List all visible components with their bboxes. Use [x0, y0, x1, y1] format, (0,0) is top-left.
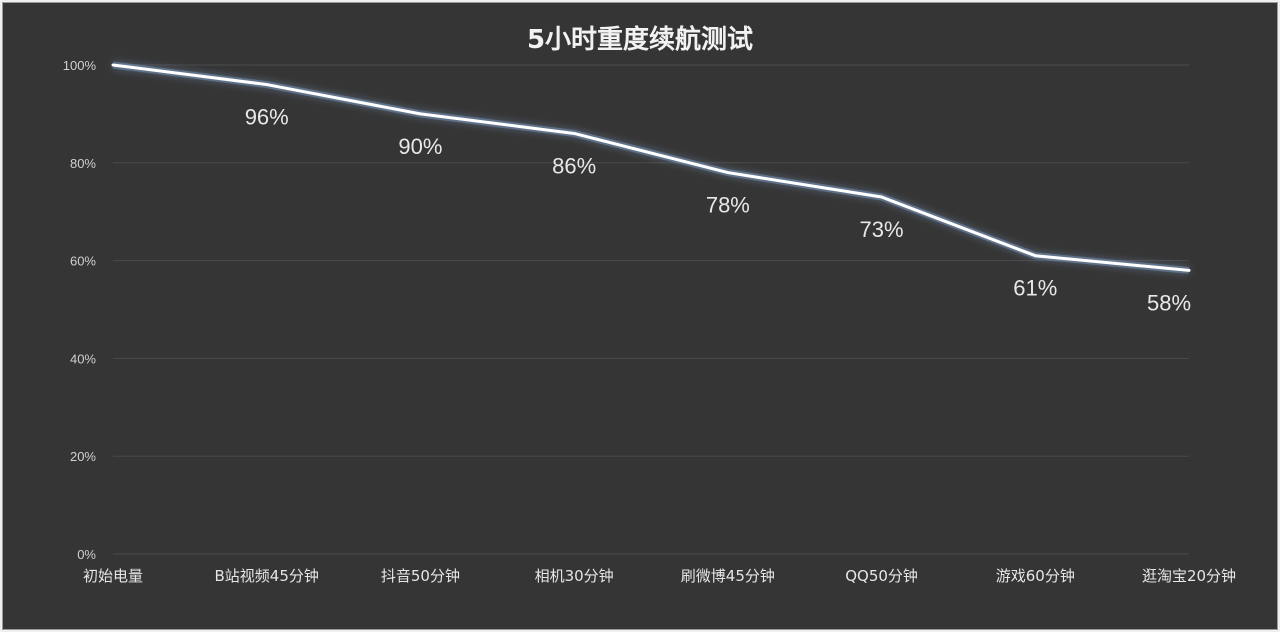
y-tick-label: 60%	[70, 254, 96, 269]
y-axis: 0% 20% 40% 60% 80% 100%	[63, 58, 97, 562]
series-line-layer	[111, 61, 1191, 274]
chart-title: 5小时重度续航测试	[527, 24, 753, 55]
data-label: 96%	[245, 105, 289, 130]
x-axis: 初始电量 B站视频45分钟 抖音50分钟 相机30分钟 刷微博45分钟 QQ50分钟 游戏6…	[83, 567, 1236, 585]
y-tick-label: 80%	[70, 156, 96, 171]
data-label-layer: 96% 90% 86% 78% 73% 61% 58%	[245, 105, 1191, 316]
data-label: 61%	[1013, 276, 1057, 301]
data-label: 58%	[1147, 290, 1191, 315]
x-tick-label: 初始电量	[83, 567, 143, 585]
x-tick-label: B站视频45分钟	[215, 567, 319, 585]
y-tick-label: 0%	[77, 547, 96, 562]
data-label: 86%	[552, 153, 596, 178]
y-tick-label: 20%	[70, 449, 96, 464]
x-tick-label: QQ50分钟	[845, 567, 918, 585]
series-line	[111, 63, 1191, 272]
grid-lines	[113, 64, 1189, 555]
data-label: 78%	[706, 193, 750, 218]
x-tick-label: 游戏60分钟	[996, 567, 1075, 585]
data-label: 90%	[398, 134, 442, 159]
x-tick-label: 逛淘宝20分钟	[1142, 567, 1236, 585]
x-tick-label: 相机30分钟	[535, 567, 614, 585]
data-label: 73%	[860, 217, 904, 242]
y-tick-label: 100%	[63, 58, 97, 73]
battery-line-chart: 5小时重度续航测试 0% 20% 40% 60% 80% 100% 初始电量 B站视频45分…	[63, 24, 1236, 585]
x-tick-label: 刷微博45分钟	[681, 567, 775, 585]
y-tick-label: 40%	[70, 351, 96, 366]
x-tick-label: 抖音50分钟	[381, 567, 460, 585]
series-line-glow	[112, 61, 1190, 274]
